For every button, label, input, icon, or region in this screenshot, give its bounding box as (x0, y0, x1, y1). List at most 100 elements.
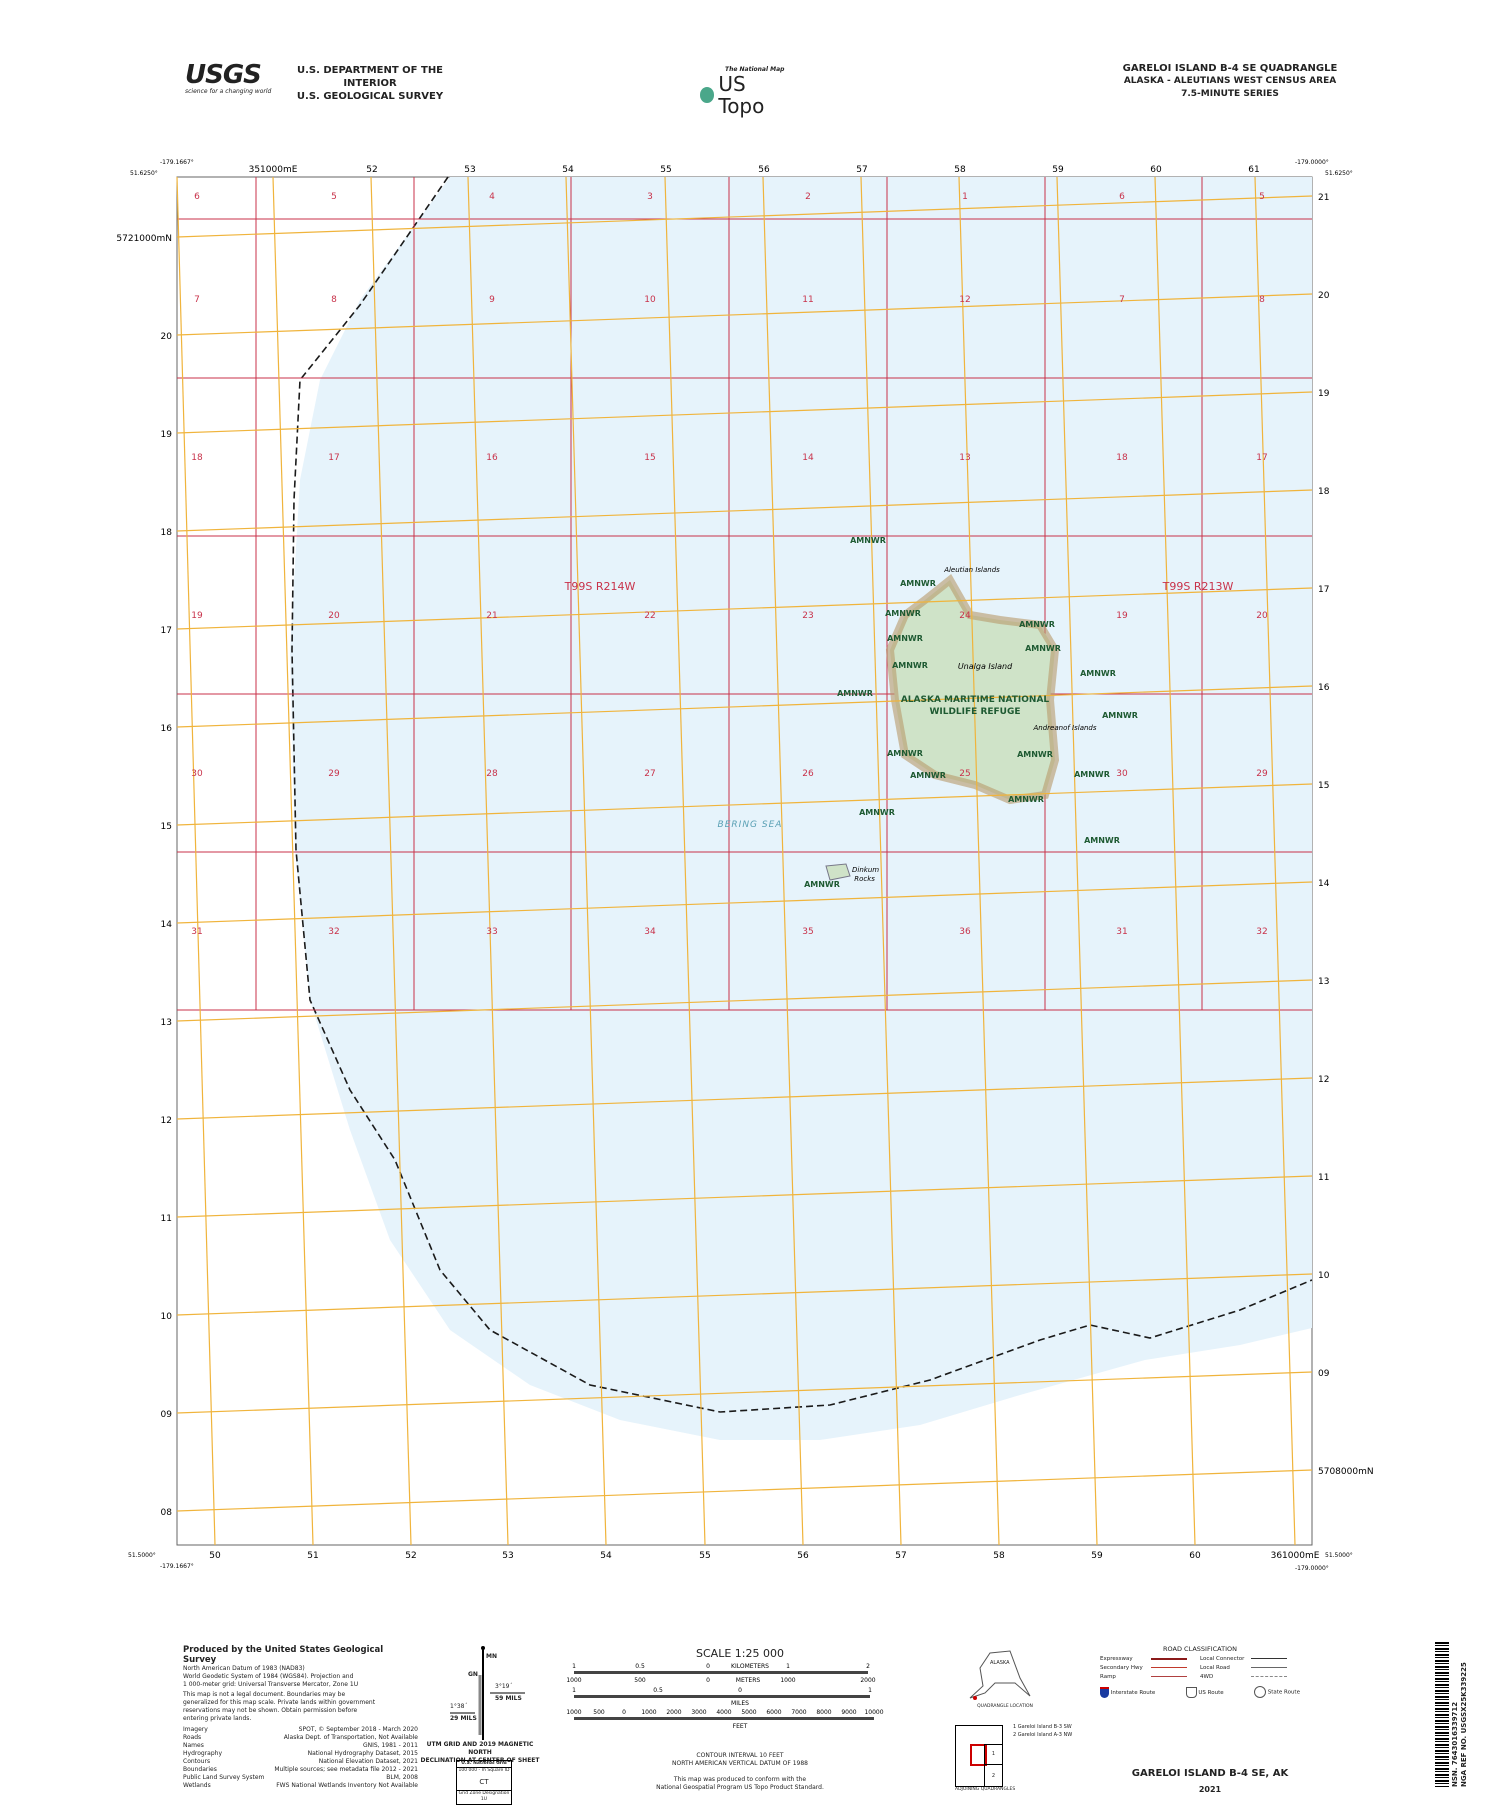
section-number: 3 (647, 192, 653, 202)
bottom-easting-label: 56 (797, 1551, 809, 1561)
alaska-outline (969, 1650, 1031, 1699)
census-area: ALASKA - ALEUTIANS WEST CENSUS AREA (1123, 76, 1337, 86)
km-tick: 1 (786, 1663, 790, 1670)
bottom-easting-label: 50 (209, 1551, 221, 1561)
ft-tick: 1000 (641, 1709, 656, 1716)
m-tick: 2000 (860, 1677, 875, 1684)
bottom-easting-label: 52 (405, 1551, 416, 1561)
barcode: NSN. 7643016339712 NGA REF NO. USGSX25K33… (1435, 1642, 1475, 1787)
road-classification-legend: ROAD CLASSIFICATION Expressway Local Con… (1100, 1645, 1300, 1698)
amnwr-label: AMNWR (1080, 669, 1116, 678)
top-easting-label: 61 (1248, 165, 1259, 175)
section-number: 33 (486, 927, 497, 937)
utm-northing-line (176, 1371, 1313, 1414)
ft-tick: 2000 (666, 1709, 681, 1716)
section-number: 29 (328, 769, 340, 779)
quadrangle-location-inset: ALASKA QUADRANGLE LOCATION (965, 1648, 1045, 1713)
section-number: 7 (1119, 295, 1125, 305)
left-northing-label: 19 (161, 430, 173, 440)
ft-tick: 10000 (864, 1709, 883, 1716)
m-tick: 1000 (566, 1677, 581, 1684)
right-northing-label: 5708000mN (1318, 1467, 1374, 1477)
usgs-logo: USGS science for a changing world (185, 60, 272, 95)
corner-lon: -179.1667° (160, 1563, 194, 1570)
amnwr-label: AMNWR (1025, 644, 1061, 653)
amnwr-label: AMNWR (887, 749, 923, 758)
corner-lat: 51.6250° (1325, 170, 1353, 177)
section-number: 17 (328, 453, 339, 463)
legal-note: entering private lands. (183, 1715, 252, 1722)
section-number: 31 (1116, 927, 1127, 937)
section-number: 14 (802, 453, 814, 463)
right-northing-label: 10 (1318, 1271, 1330, 1281)
left-northing-label: 18 (161, 528, 173, 538)
legal-note: generalized for this map scale. Private … (183, 1699, 376, 1706)
right-northing-label: 12 (1318, 1075, 1329, 1085)
utm-easting-line (762, 176, 804, 1546)
amnwr-label: AMNWR (892, 661, 928, 670)
utm-easting-line (860, 176, 902, 1546)
amnwr-label: AMNWR (850, 536, 886, 545)
section-number: 9 (489, 295, 495, 305)
declination-diagram: MN GN 1°38´ 29 MILS 3°19´ 59 MILS UTM GR… (420, 1645, 540, 1810)
left-northing-label: 10 (161, 1312, 173, 1322)
right-northing-label: 15 (1318, 781, 1329, 791)
km-bar (574, 1671, 868, 1674)
utm-easting-line (1056, 176, 1098, 1546)
left-northing-label: 12 (161, 1116, 172, 1126)
corner-lat: 51.5000° (128, 1552, 156, 1559)
section-number: 30 (191, 769, 203, 779)
section-number: 19 (191, 611, 203, 621)
datum-line: 1 000-meter grid: Universal Transverse M… (183, 1681, 359, 1688)
globe-icon (700, 87, 715, 103)
bottom-easting-label: 54 (600, 1551, 612, 1561)
left-northing-label: 08 (161, 1508, 173, 1518)
section-number: 34 (644, 927, 656, 937)
m-tick: 1000 (780, 1677, 795, 1684)
utm-northing-line (176, 881, 1313, 924)
scale-bars: SCALE 1:25 000 1 0.5 0 1 2 KILOMETERS 1000 500 0… (566, 1647, 884, 1791)
section-number: 32 (328, 927, 339, 937)
ft-tick: 6000 (766, 1709, 781, 1716)
us-route-shield-icon (1185, 1686, 1197, 1698)
right-northing-label: 09 (1318, 1369, 1330, 1379)
ft-tick: 1000 (566, 1709, 581, 1716)
section-number: 15 (644, 453, 655, 463)
ft-unit: FEET (733, 1723, 748, 1730)
amnwr-label: AMNWR (1102, 711, 1138, 720)
ft-tick: 8000 (816, 1709, 831, 1716)
section-number: 24 (959, 611, 971, 621)
andreanof-islands-label: Andreanof Islands (1032, 724, 1096, 732)
amnwr-label: AMNWR (859, 808, 895, 817)
bottom-easting-label: 60 (1189, 1551, 1201, 1561)
top-easting-label: 54 (562, 165, 574, 175)
section-number: 10 (644, 295, 656, 305)
utm-easting-line (467, 176, 509, 1546)
bottom-easting-label: 361000mE (1271, 1551, 1320, 1561)
section-number: 20 (1256, 611, 1268, 621)
section-number: 19 (1116, 611, 1128, 621)
top-easting-label: 56 (758, 165, 770, 175)
section-number: 29 (1256, 769, 1268, 779)
m-unit: METERS (736, 1677, 761, 1684)
utm-northing-line (176, 685, 1313, 728)
utm-easting-line (565, 176, 607, 1546)
legal-note: reservations may not be shown. Obtain pe… (183, 1707, 358, 1714)
utm-northing-line (176, 489, 1313, 532)
refuge-name: WILDLIFE REFUGE (929, 707, 1020, 717)
mi-tick: 0.5 (653, 1687, 663, 1694)
top-easting-label: 52 (366, 165, 377, 175)
section-number: 18 (191, 453, 203, 463)
left-northing-label: 09 (161, 1410, 173, 1420)
dinkum-rocks (825, 863, 851, 881)
section-number: 8 (1259, 295, 1265, 305)
utm-easting-line (664, 176, 706, 1546)
corner-lon: -179.1667° (160, 159, 194, 166)
section-number: 21 (486, 611, 497, 621)
amnwr-label: AMNWR (1019, 620, 1055, 629)
source-row: Public Land Survey System BLM, 2008 (183, 1774, 418, 1781)
amnwr-label: AMNWR (1017, 750, 1053, 759)
section-number: 32 (1256, 927, 1267, 937)
